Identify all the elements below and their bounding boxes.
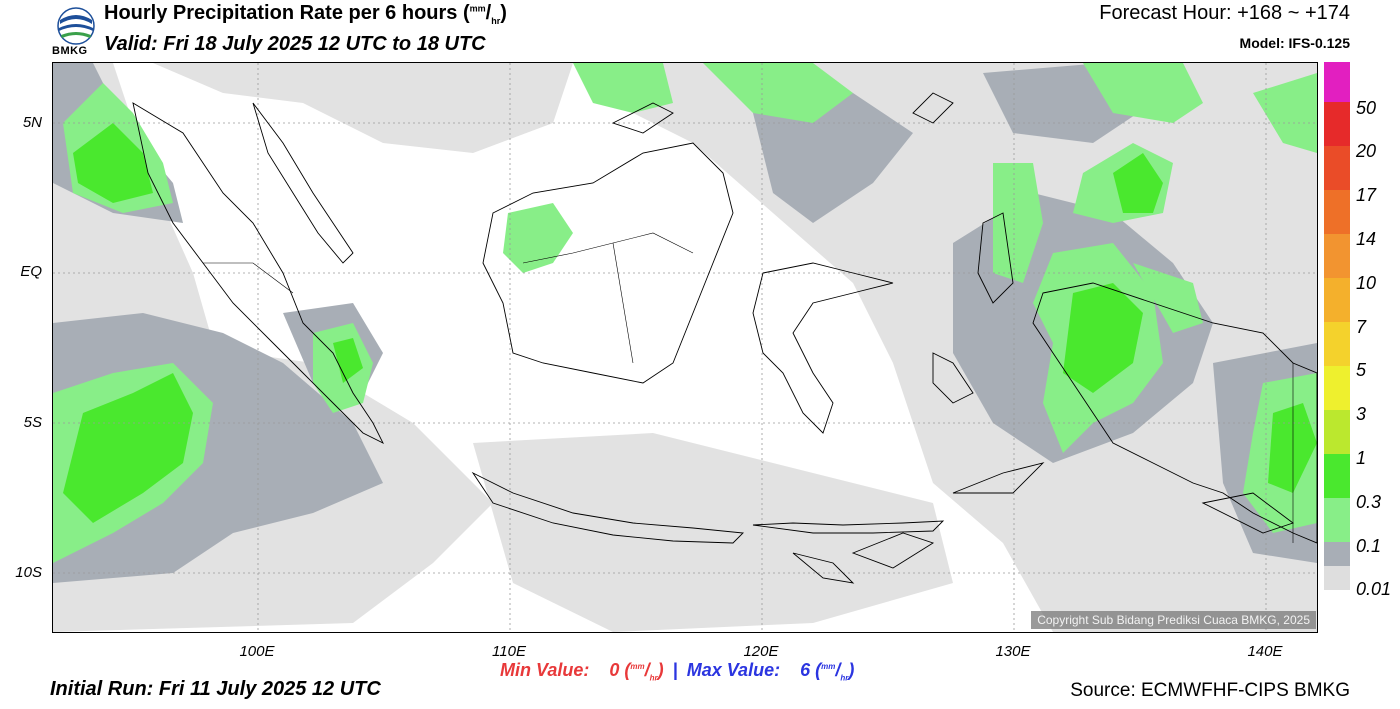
colorbar-label: 3 [1356,404,1367,424]
colorbar-segment [1324,234,1350,278]
colorbar-segment [1324,102,1350,146]
colorbar-segment [1324,566,1350,590]
lon-label-120e: 120E [743,643,779,660]
chart-title: Hourly Precipitation Rate per 6 hours (m… [104,2,507,26]
colorbar-segment [1324,454,1350,498]
colorbar-segment [1324,278,1350,322]
colorbar-label: 17 [1356,185,1377,205]
initial-run: Initial Run: Fri 11 July 2025 12 UTC [50,678,381,700]
min-max-values: Min Value: 0 (mm/hr) | Max Value: 6 (mm/… [500,660,854,683]
precipitation-map [52,62,1318,633]
colorbar-label: 1 [1356,448,1367,468]
colorbar-segment [1324,322,1350,366]
colorbar-label: 7 [1356,317,1367,337]
lon-label-140e: 140E [1247,643,1283,660]
rain-green-field [63,123,1317,523]
colorbar-label: 10 [1356,273,1377,293]
forecast-hour: Forecast Hour: +168 ~ +174 [1099,2,1350,24]
colorbar-segment [1324,498,1350,542]
lon-label-130e: 130E [995,643,1031,660]
lon-label-110e: 110E [492,643,526,660]
colorbar-segment [1324,542,1350,566]
colorbar-label: 14 [1356,229,1377,249]
colorbar-label: 5 [1356,360,1367,380]
lat-label-eq: EQ [20,263,42,280]
lat-label-5s: 5S [23,414,42,431]
colorbar-segment [1324,410,1350,454]
colorbar-label: 0.3 [1356,492,1382,512]
colorbar-segment [1324,62,1350,102]
lon-label-100e: 100E [239,643,275,660]
stats-separator: | [672,660,678,680]
colorbar-label: 50 [1356,98,1377,118]
bmkg-logo [57,7,95,45]
model-label: Model: IFS-0.125 [1239,35,1350,51]
max-value: Max Value: 6 (mm/hr) [686,660,855,683]
colorbar-label: 0.01 [1356,579,1392,599]
colorbar-label: 0.1 [1356,536,1382,556]
colorbar-label: 20 [1356,141,1377,161]
colorbar-segment [1324,146,1350,190]
colorbar-segment [1324,366,1350,410]
copyright-note: Copyright Sub Bidang Prediksi Cuaca BMKG… [1031,611,1316,629]
min-value: Min Value: 0 (mm/hr) [500,660,664,683]
logo-text: BMKG [52,45,88,57]
valid-time: Valid: Fri 18 July 2025 12 UTC to 18 UTC [104,33,486,55]
admin-borders [203,232,1294,543]
lat-label-5n: 5N [22,114,42,131]
data-source: Source: ECMWFHF-CIPS BMKG [1070,680,1350,701]
colorbar [1324,62,1350,590]
map-gridlines [53,63,1317,632]
colorbar-segment [1324,190,1350,234]
lat-label-10s: 10S [15,564,42,581]
